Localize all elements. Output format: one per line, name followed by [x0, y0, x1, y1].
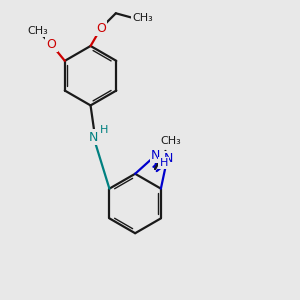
- Text: CH₃: CH₃: [28, 26, 48, 36]
- Text: N: N: [151, 149, 160, 162]
- Text: H: H: [100, 125, 108, 135]
- Text: O: O: [96, 22, 106, 34]
- Text: H: H: [160, 158, 168, 168]
- Text: CH₃: CH₃: [161, 136, 182, 146]
- Text: N: N: [163, 152, 172, 165]
- Text: N: N: [89, 131, 98, 144]
- Text: CH₃: CH₃: [132, 13, 153, 23]
- Text: O: O: [46, 38, 56, 51]
